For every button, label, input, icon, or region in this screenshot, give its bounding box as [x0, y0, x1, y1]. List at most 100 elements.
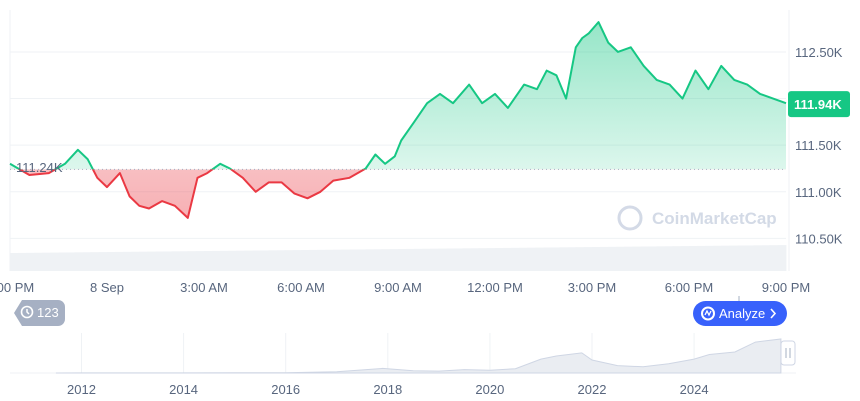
- volume-bar: [82, 252, 92, 271]
- volume-bar: [454, 248, 464, 271]
- volume-bar: [398, 249, 407, 271]
- volume-bar: [34, 252, 43, 271]
- coinmarketcap-logo-icon: [617, 205, 643, 231]
- volume-bar: [656, 246, 666, 271]
- volume-bar: [220, 250, 229, 271]
- volume-bar: [600, 246, 609, 271]
- volume-bar: [527, 247, 536, 271]
- price-line-up: [9, 21, 787, 170]
- x-tick-label: 12:00 PM: [467, 280, 523, 295]
- navigator-tick-label: 2014: [169, 382, 198, 397]
- volume-bar: [567, 247, 577, 271]
- volume-bar: [729, 245, 738, 271]
- volume-bar: [616, 246, 625, 271]
- volume-bar: [697, 245, 706, 271]
- volume-bar: [50, 252, 59, 271]
- current-price-tag: 111.94K: [788, 91, 850, 118]
- navigator-handle[interactable]: [780, 340, 796, 366]
- volume-bar: [664, 246, 674, 271]
- volume-bar: [325, 249, 334, 271]
- volume-bar: [575, 247, 585, 271]
- watermark-text: CoinMarketCap: [652, 209, 777, 228]
- volume-bar: [777, 245, 787, 271]
- volume-bar: [349, 249, 358, 271]
- volume-bar: [171, 251, 181, 271]
- volume-bar: [648, 246, 658, 271]
- volume-bar: [204, 251, 213, 271]
- volume-bar: [632, 246, 641, 271]
- volume-bar: [438, 248, 447, 271]
- volume-bar: [155, 251, 164, 271]
- volume-bar: [147, 251, 156, 271]
- range-navigator[interactable]: 2012 2014 2016 2018 2020 2022 2024: [10, 333, 796, 397]
- volume-bar: [745, 245, 755, 271]
- price-area: [10, 22, 786, 218]
- volume-bar: [187, 251, 197, 271]
- navigator-tick-label: 2016: [271, 382, 300, 397]
- x-tick-label: 3:00 AM: [180, 280, 228, 295]
- volume-bar: [284, 250, 294, 271]
- volume-bars: [10, 245, 787, 271]
- volume-bar: [608, 246, 617, 271]
- history-badge[interactable]: 123: [14, 300, 65, 326]
- analyze-button[interactable]: Analyze: [693, 296, 787, 326]
- volume-bar: [115, 251, 124, 271]
- volume-bar: [276, 250, 286, 271]
- volume-bar: [535, 247, 544, 271]
- volume-bar: [373, 249, 383, 271]
- volume-bar: [90, 252, 100, 271]
- x-tick-label: 9:00 PM: [0, 280, 34, 295]
- volume-bar: [753, 245, 763, 271]
- volume-bar: [543, 247, 552, 271]
- volume-bar: [179, 251, 189, 271]
- volume-bar: [672, 246, 682, 271]
- volume-bar: [236, 250, 245, 271]
- volume-bar: [559, 247, 569, 271]
- volume-bar: [422, 248, 431, 271]
- volume-bar: [705, 245, 714, 271]
- volume-bar: [58, 252, 67, 271]
- coinmarketcap-watermark: CoinMarketCap: [617, 205, 777, 231]
- navigator-tick-label: 2020: [475, 382, 504, 397]
- volume-bar: [478, 248, 488, 271]
- navigator-area: [55, 338, 782, 374]
- x-tick-label: 6:00 AM: [277, 280, 325, 295]
- volume-bar: [195, 251, 205, 271]
- y-tick-label: 111.50K: [795, 138, 842, 153]
- reference-price-label: 111.24K: [16, 160, 63, 175]
- volume-bar: [123, 251, 132, 271]
- area-below-reference: [10, 169, 786, 218]
- x-tick-label: 9:00 PM: [762, 280, 810, 295]
- volume-bar: [680, 246, 690, 271]
- navigator-tick-label: 2018: [373, 382, 402, 397]
- volume-bar: [260, 250, 270, 271]
- volume-bar: [721, 245, 730, 271]
- current-price-label: 111.94K: [794, 97, 842, 112]
- x-tick-label: 3:00 PM: [568, 280, 616, 295]
- volume-bar: [551, 247, 561, 271]
- volume-bar: [10, 253, 19, 271]
- volume-bar: [357, 249, 367, 271]
- chevron-right-icon: [770, 308, 777, 319]
- price-line: [9, 21, 787, 219]
- volume-bar: [301, 250, 310, 271]
- volume-bar: [592, 247, 601, 271]
- volume-bar: [486, 248, 496, 271]
- volume-bar: [414, 248, 423, 271]
- volume-bar: [511, 247, 520, 271]
- volume-bar: [470, 248, 480, 271]
- navigator-tick-label: 2024: [680, 382, 709, 397]
- volume-bar: [769, 245, 779, 271]
- volume-bar: [268, 250, 278, 271]
- volume-bar: [212, 250, 221, 271]
- volume-bar: [689, 246, 698, 271]
- volume-bar: [74, 252, 84, 271]
- volume-bar: [406, 248, 415, 271]
- navigator-x-axis: 2012 2014 2016 2018 2020 2022 2024: [67, 382, 709, 397]
- volume-bar: [333, 249, 342, 271]
- volume-bar: [42, 252, 51, 271]
- analyze-label: Analyze: [719, 306, 765, 321]
- volume-bar: [761, 245, 771, 271]
- volume-bar: [98, 252, 108, 271]
